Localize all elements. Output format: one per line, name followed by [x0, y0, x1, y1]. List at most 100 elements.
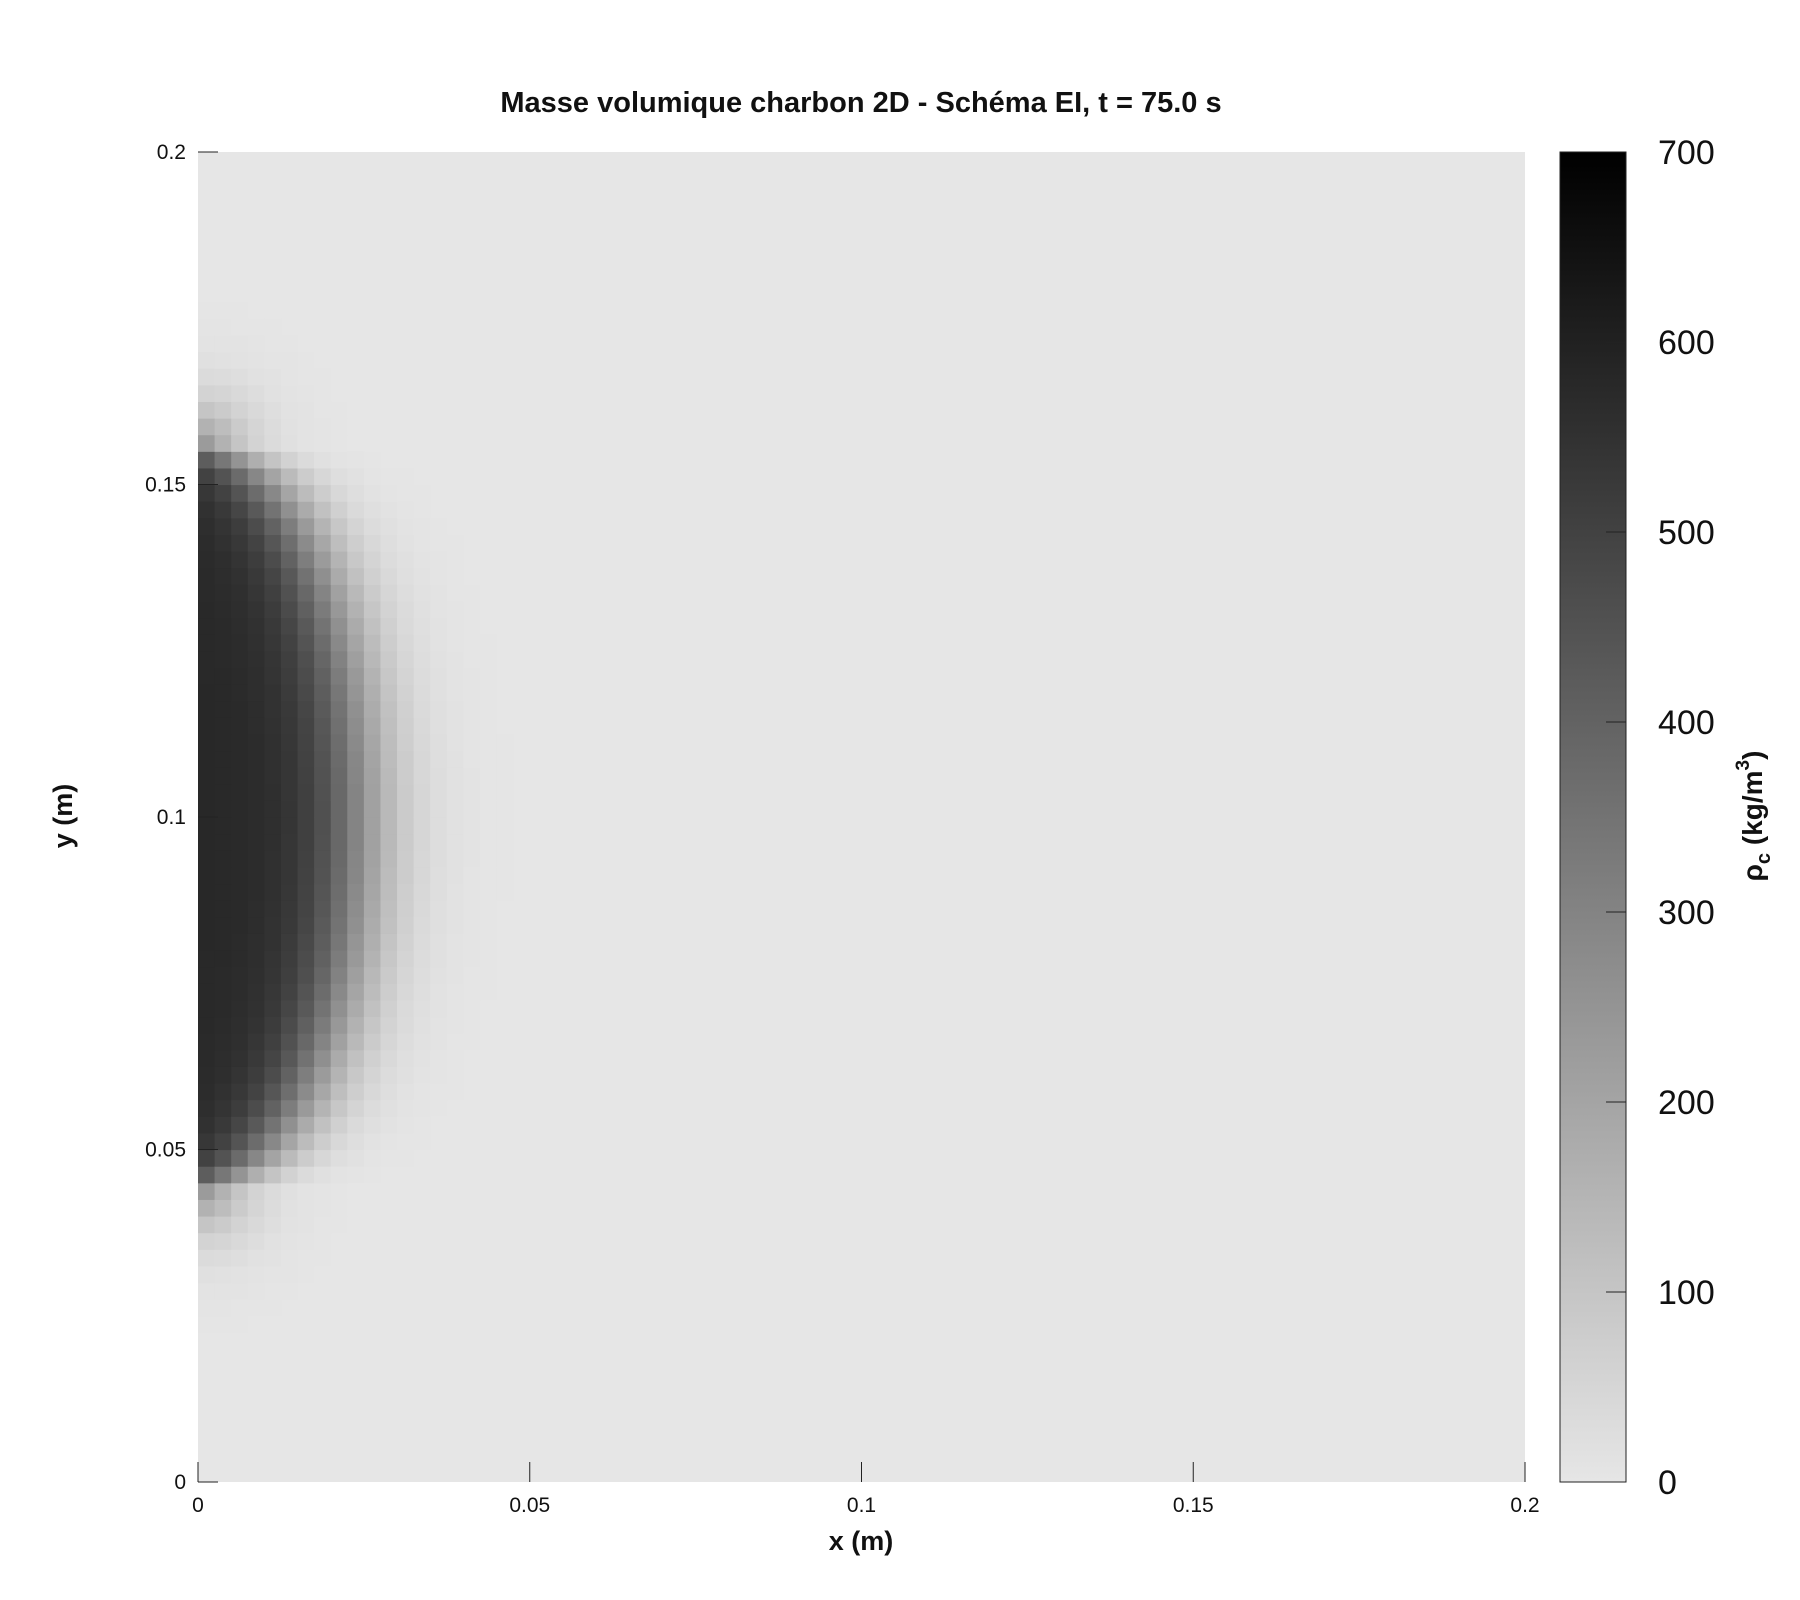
heatmap-cell	[280, 451, 299, 469]
heatmap-cell	[264, 567, 282, 585]
heatmap-cell	[314, 617, 332, 635]
heatmap-cell	[214, 351, 232, 369]
heatmap-cell	[280, 1282, 299, 1300]
heatmap-cell	[430, 983, 448, 1001]
heatmap-cell	[264, 1249, 282, 1267]
heatmap-cell	[380, 1116, 398, 1134]
heatmap-cell	[264, 1099, 282, 1117]
heatmap-cell	[231, 933, 249, 951]
heatmap-cell	[198, 700, 216, 718]
heatmap-cell	[231, 584, 249, 602]
heatmap-cell	[380, 1033, 398, 1051]
heatmap-cell	[380, 933, 398, 951]
heatmap-cell	[347, 684, 365, 702]
colorbar-tick-label: 600	[1658, 324, 1715, 362]
heatmap-cell	[198, 501, 216, 519]
heatmap-cell	[247, 517, 265, 535]
heatmap-cell	[214, 467, 232, 486]
heatmap-cell	[280, 434, 299, 452]
heatmap-cell	[264, 916, 282, 934]
heatmap-cell	[314, 966, 332, 984]
heatmap-cell	[297, 1149, 315, 1167]
heatmap-cell	[231, 351, 249, 369]
heatmap-cell	[297, 584, 315, 602]
heatmap-cell	[231, 767, 249, 785]
heatmap-cell	[347, 966, 365, 984]
heatmap-cell	[446, 1016, 464, 1034]
heatmap-cell	[397, 950, 415, 968]
heatmap-cell	[347, 717, 365, 735]
heatmap-cell	[247, 567, 265, 585]
heatmap-cell	[214, 451, 232, 469]
heatmap-cell	[314, 783, 332, 801]
heatmap-cell	[198, 1265, 216, 1284]
heatmap-cell	[247, 1033, 265, 1051]
heatmap-cell	[330, 600, 348, 619]
heatmap-cell	[214, 1315, 232, 1333]
heatmap-cell	[198, 368, 216, 386]
heatmap-cell	[214, 833, 232, 851]
heatmap-cell	[264, 1166, 282, 1184]
heatmap-cell	[198, 1315, 216, 1333]
heatmap-cell	[280, 401, 299, 419]
heatmap-cell	[214, 517, 232, 535]
heatmap-cell	[231, 401, 249, 419]
heatmap-cell	[231, 783, 249, 801]
heatmap-cell	[397, 983, 415, 1001]
heatmap-cell	[363, 650, 382, 668]
heatmap-cell	[380, 866, 398, 885]
heatmap-cell	[363, 1049, 382, 1067]
heatmap-cell	[280, 900, 299, 918]
heatmap-cell	[198, 517, 216, 535]
colorbar-label: ρc (kg/m3)	[1733, 751, 1775, 882]
heatmap-cell	[363, 600, 382, 619]
heatmap-cell	[198, 833, 216, 851]
heatmap-cell	[297, 501, 315, 519]
heatmap-cell	[198, 966, 216, 984]
heatmap-cell	[198, 767, 216, 785]
heatmap-cell	[413, 634, 431, 652]
heatmap-cell	[330, 667, 348, 685]
heatmap-cell	[297, 617, 315, 635]
heatmap-cell	[330, 933, 348, 951]
heatmap-cell	[198, 617, 216, 635]
heatmap-cell	[380, 966, 398, 984]
heatmap-cell	[397, 767, 415, 785]
heatmap-cell	[280, 1216, 299, 1234]
heatmap-cell	[397, 1132, 415, 1151]
heatmap-cell	[264, 667, 282, 685]
heatmap-cell	[413, 866, 431, 885]
heatmap-cell	[247, 1099, 265, 1117]
heatmap-cell	[397, 883, 415, 901]
heatmap-cell	[496, 817, 514, 835]
heatmap-cell	[264, 966, 282, 984]
heatmap-cell	[446, 767, 464, 785]
heatmap-cell	[297, 1216, 315, 1234]
heatmap-cell	[247, 584, 265, 602]
heatmap-cell	[413, 950, 431, 968]
heatmap-cell	[280, 551, 299, 569]
heatmap-cell	[198, 999, 216, 1018]
heatmap-cell	[413, 850, 431, 868]
heatmap-cell	[347, 1132, 365, 1151]
heatmap-cell	[247, 384, 265, 402]
heatmap-cell	[198, 717, 216, 735]
heatmap-cell	[297, 1166, 315, 1184]
heatmap-cell	[380, 999, 398, 1018]
heatmap-cell	[446, 966, 464, 984]
heatmap-cell	[231, 883, 249, 901]
heatmap-cell	[413, 1099, 431, 1117]
heatmap-cell	[363, 966, 382, 984]
heatmap-cell	[247, 950, 265, 968]
heatmap-cell	[231, 999, 249, 1018]
heatmap-cell	[214, 1066, 232, 1084]
heatmap-cell	[430, 634, 448, 652]
heatmap-cell	[397, 600, 415, 619]
heatmap-cell	[347, 551, 365, 569]
heatmap-cell	[380, 883, 398, 901]
heatmap-cell	[297, 1182, 315, 1200]
heatmap-cell	[347, 783, 365, 801]
heatmap-cell	[347, 900, 365, 918]
heatmap-cell	[214, 1232, 232, 1250]
heatmap-cell	[247, 1016, 265, 1034]
